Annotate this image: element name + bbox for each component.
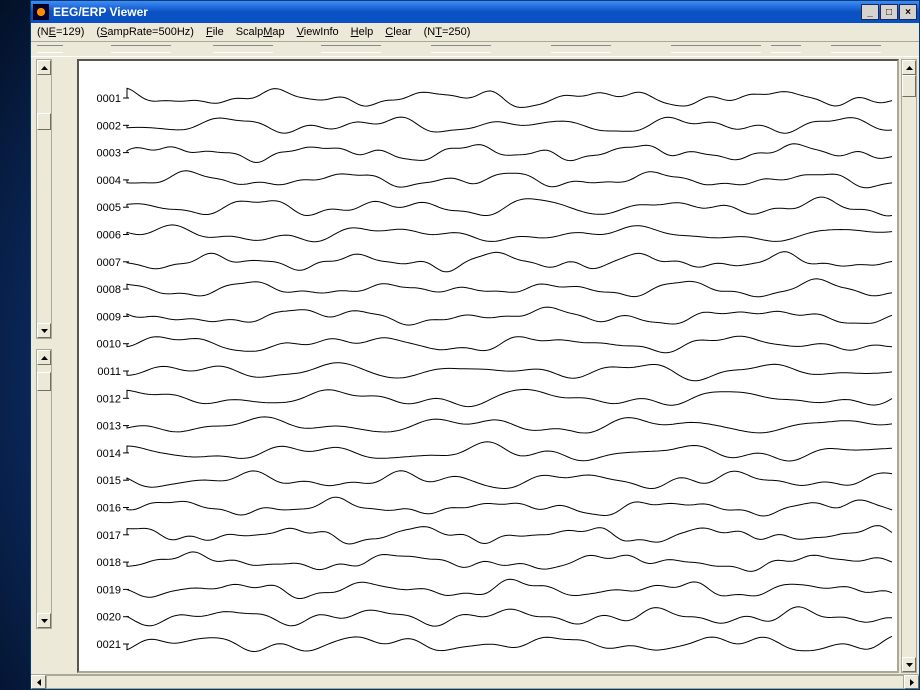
eeg-traces-svg: 0001 0002 0003 0004 0005 0006 0007 0008 0009 0010…	[79, 61, 897, 671]
scroll-up-icon[interactable]	[37, 350, 51, 365]
eeg-trace	[127, 607, 892, 626]
channel-label: 0016	[97, 503, 121, 515]
left-scrollbar-panel	[31, 57, 75, 675]
menu-file[interactable]: File	[206, 26, 224, 38]
left-scrollbar-1[interactable]	[36, 59, 52, 339]
channel-label: 0013	[97, 421, 121, 433]
eeg-trace	[127, 526, 892, 544]
channel-label: 0017	[97, 530, 121, 542]
channel-label: 0002	[97, 120, 121, 132]
eeg-trace	[127, 552, 892, 572]
channel-label: 0009	[97, 311, 121, 323]
channel-label: 0001	[97, 93, 121, 105]
scroll-down-icon[interactable]	[902, 657, 916, 672]
channel-label: 0015	[97, 475, 121, 487]
eeg-trace	[127, 363, 892, 381]
channel-label: 0006	[97, 230, 121, 242]
eeg-trace	[127, 579, 892, 598]
channel-label: 0021	[97, 639, 121, 651]
scroll-thumb[interactable]	[37, 113, 51, 130]
scroll-down-icon[interactable]	[37, 323, 51, 338]
eeg-trace	[127, 117, 892, 133]
eeg-trace	[127, 471, 892, 489]
menu-clear[interactable]: Clear	[385, 26, 411, 38]
right-scrollbar[interactable]	[901, 59, 917, 673]
scroll-track[interactable]	[46, 675, 904, 689]
scroll-up-icon[interactable]	[37, 60, 51, 75]
menu-scalpmap[interactable]: ScalpMap	[236, 26, 285, 38]
eeg-trace	[127, 636, 892, 651]
channel-label: 0003	[97, 148, 121, 160]
channel-label: 0010	[97, 339, 121, 351]
channel-label: 0007	[97, 257, 121, 269]
app-icon	[33, 4, 49, 20]
eeg-trace	[127, 144, 892, 163]
minimize-button[interactable]: _	[861, 4, 879, 20]
channel-label: 0005	[97, 202, 121, 214]
menu-ne[interactable]: (NE=129)	[37, 26, 84, 38]
eeg-trace	[127, 171, 892, 188]
channel-label: 0020	[97, 612, 121, 624]
channel-label: 0012	[97, 393, 121, 405]
scroll-right-icon[interactable]	[904, 675, 919, 689]
eeg-trace	[127, 307, 892, 325]
close-button[interactable]: ×	[899, 4, 917, 20]
channel-label: 0018	[97, 557, 121, 569]
channel-label: 0019	[97, 584, 121, 596]
scroll-down-icon[interactable]	[37, 613, 51, 628]
channel-label: 0004	[97, 175, 121, 187]
eeg-trace	[127, 279, 892, 297]
left-scrollbar-2[interactable]	[36, 349, 52, 629]
eeg-trace	[127, 442, 892, 461]
scroll-thumb[interactable]	[37, 372, 51, 391]
eeg-trace	[127, 336, 892, 353]
menu-viewinfo[interactable]: ViewInfo	[297, 26, 339, 38]
content-area: 0001 0002 0003 0004 0005 0006 0007 0008 0009 0010…	[31, 57, 919, 675]
eeg-trace	[127, 197, 892, 216]
app-window: EEG/ERP Viewer _ □ × (NE=129) (SampRate=…	[30, 0, 920, 690]
menu-help[interactable]: Help	[351, 26, 374, 38]
eeg-trace	[127, 225, 892, 242]
scroll-up-icon[interactable]	[902, 60, 916, 75]
maximize-button[interactable]: □	[880, 4, 898, 20]
channel-label: 0008	[97, 284, 121, 296]
menu-bar: (NE=129) (SampRate=500Hz) File ScalpMap …	[31, 23, 919, 42]
channel-label: 0014	[97, 448, 121, 460]
eeg-trace	[127, 389, 892, 406]
channel-label: 0011	[97, 366, 121, 378]
eeg-trace	[127, 417, 892, 433]
bottom-scrollbar[interactable]	[31, 674, 919, 689]
toolbar-strip	[31, 42, 919, 57]
eeg-trace	[127, 497, 892, 516]
scroll-thumb[interactable]	[902, 75, 916, 97]
eeg-trace	[127, 88, 892, 107]
eeg-trace	[127, 252, 892, 272]
scroll-left-icon[interactable]	[31, 675, 46, 689]
menu-samprate[interactable]: (SampRate=500Hz)	[96, 26, 194, 38]
menu-nt[interactable]: (NT=250)	[424, 26, 471, 38]
eeg-plot: 0001 0002 0003 0004 0005 0006 0007 0008 0009 0010…	[77, 59, 899, 673]
window-title: EEG/ERP Viewer	[53, 5, 148, 19]
titlebar[interactable]: EEG/ERP Viewer _ □ ×	[31, 1, 919, 23]
